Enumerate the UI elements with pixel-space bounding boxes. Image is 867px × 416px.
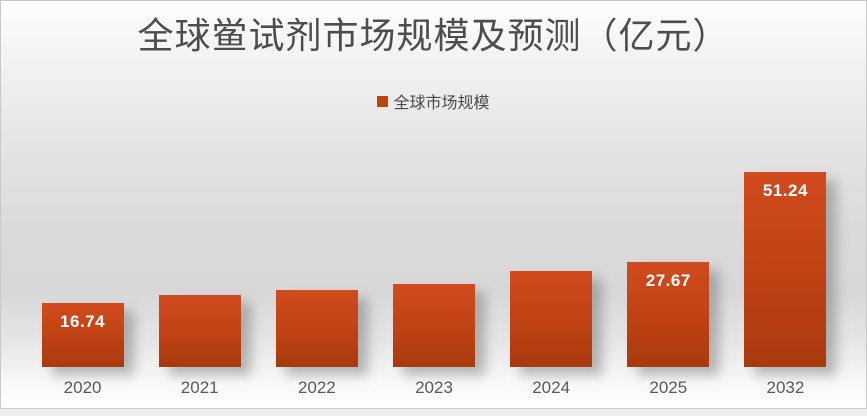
x-axis-label-2020: 2020 — [63, 377, 102, 397]
legend-marker-icon — [377, 95, 389, 107]
x-axis-label-2023: 2023 — [415, 377, 453, 397]
bar-2023 — [392, 284, 475, 367]
x-axis-label-2025: 2025 — [649, 377, 688, 397]
bar-slot-2022: 2022 — [258, 63, 375, 408]
x-axis-label-2021: 2021 — [180, 377, 219, 397]
plot-area: 16.74 2020 2021 2022 2023 2024 27.67 2025 51.24 2… — [24, 63, 844, 408]
bar-slot-2023: 2023 — [375, 63, 492, 408]
bar-2024 — [510, 271, 593, 367]
bar-slot-2021: 2021 — [141, 63, 258, 408]
bar-value-label-2032: 51.24 — [762, 181, 808, 200]
x-axis-label-2022: 2022 — [297, 377, 336, 397]
bar-slot-2032: 51.24 2032 — [727, 63, 844, 408]
bar-slot-2025: 27.67 2025 — [610, 63, 727, 408]
bar-slot-2020: 16.74 2020 — [24, 63, 141, 408]
bar-2025: 27.67 — [627, 262, 710, 367]
legend: 全球市场规模 — [1, 89, 866, 113]
bar-value-label-2025: 27.67 — [645, 271, 691, 290]
bar-2021 — [158, 295, 241, 367]
bar-2032: 51.24 — [744, 172, 827, 367]
bar-2022 — [275, 290, 358, 367]
bar-value-label-2020: 16.74 — [60, 312, 106, 331]
chart-title: 全球鲎试剂市场规模及预测（亿元） — [137, 16, 730, 56]
x-axis-label-2032: 2032 — [766, 377, 805, 397]
bar-2020: 16.74 — [41, 303, 124, 367]
bar-slot-2024: 2024 — [493, 63, 610, 408]
legend-label: 全球市场规模 — [393, 95, 490, 112]
x-axis-label-2024: 2024 — [532, 377, 571, 397]
